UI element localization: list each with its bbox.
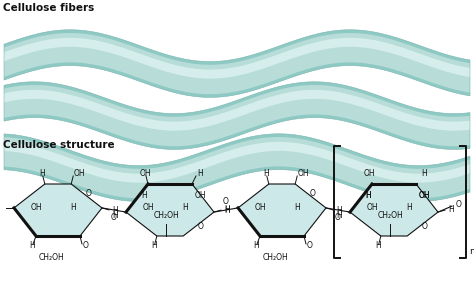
Text: O: O	[86, 190, 91, 199]
Polygon shape	[14, 184, 102, 236]
Text: OH: OH	[142, 203, 154, 212]
Text: O: O	[111, 214, 117, 223]
Text: H: H	[263, 170, 269, 179]
Text: O: O	[307, 242, 313, 251]
Polygon shape	[4, 134, 470, 201]
Text: O: O	[198, 222, 203, 231]
Text: H: H	[253, 242, 259, 251]
Text: H: H	[365, 192, 371, 201]
Text: OH: OH	[297, 170, 309, 179]
Text: Cellulose fibers: Cellulose fibers	[3, 3, 94, 13]
Text: O: O	[422, 222, 428, 231]
Text: H: H	[39, 170, 45, 179]
Text: O: O	[456, 200, 462, 209]
Text: H: H	[336, 206, 342, 215]
Text: H: H	[70, 203, 76, 212]
Text: O: O	[83, 242, 89, 251]
Text: H: H	[29, 242, 35, 251]
Text: CH₂OH: CH₂OH	[378, 212, 404, 221]
Text: H: H	[224, 206, 230, 215]
Text: n: n	[469, 247, 474, 256]
Text: CH₂OH: CH₂OH	[39, 253, 65, 262]
Polygon shape	[4, 142, 470, 183]
Polygon shape	[4, 82, 470, 149]
Text: OH: OH	[419, 192, 430, 201]
Text: CH₂OH: CH₂OH	[263, 253, 289, 262]
Polygon shape	[238, 184, 326, 236]
Text: OH: OH	[30, 203, 42, 212]
Text: H: H	[375, 242, 381, 251]
Polygon shape	[4, 30, 470, 97]
Polygon shape	[350, 184, 438, 236]
Polygon shape	[4, 137, 470, 198]
Text: OH: OH	[366, 203, 378, 212]
Text: OH: OH	[73, 170, 85, 179]
Text: O: O	[223, 197, 229, 207]
Text: O: O	[335, 214, 341, 223]
Text: CH₂OH: CH₂OH	[154, 212, 180, 221]
Text: OH: OH	[363, 170, 375, 179]
Text: H: H	[224, 205, 230, 214]
Text: H: H	[336, 211, 342, 220]
Polygon shape	[4, 90, 470, 131]
Text: OH: OH	[195, 192, 207, 201]
Text: OH: OH	[139, 170, 151, 179]
Polygon shape	[4, 38, 470, 79]
Text: H: H	[182, 203, 188, 212]
Text: H: H	[141, 192, 147, 201]
Text: OH: OH	[419, 192, 430, 201]
Text: H: H	[197, 170, 203, 179]
Text: H: H	[112, 206, 118, 215]
Text: H: H	[421, 170, 427, 179]
Text: H: H	[406, 203, 412, 212]
Text: H: H	[448, 205, 454, 214]
Text: H: H	[294, 203, 300, 212]
Polygon shape	[4, 85, 470, 146]
Polygon shape	[4, 33, 470, 94]
Text: O: O	[310, 190, 316, 199]
Polygon shape	[126, 184, 214, 236]
Text: H: H	[365, 192, 371, 201]
Text: Cellulose structure: Cellulose structure	[3, 140, 115, 150]
Text: H: H	[112, 211, 118, 220]
Text: H: H	[151, 242, 157, 251]
Text: OH: OH	[255, 203, 266, 212]
